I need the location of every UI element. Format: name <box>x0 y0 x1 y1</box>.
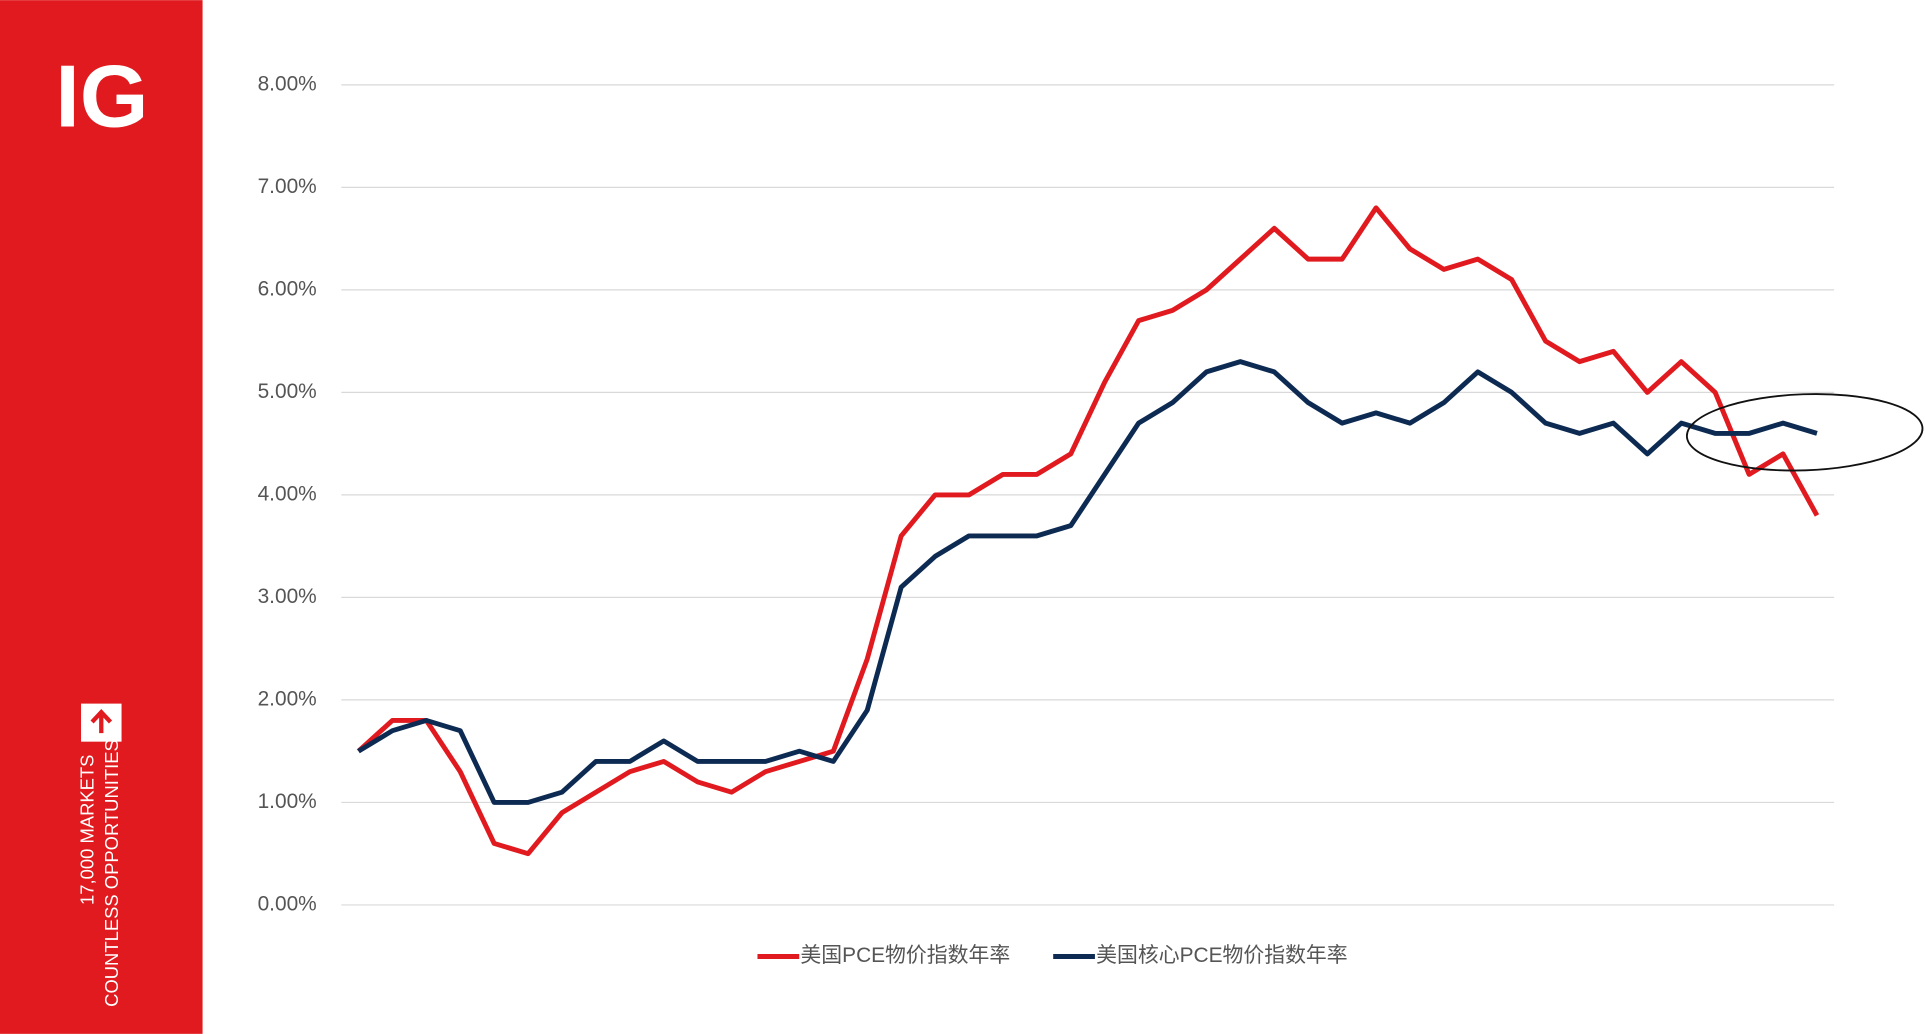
y-tick-label: 4.00% <box>258 482 317 505</box>
logo: IG <box>55 47 148 146</box>
y-tick-label: 6.00% <box>258 277 317 300</box>
legend-label: 美国核心PCE物价指数年率 <box>1096 944 1348 967</box>
plot: 0.00% 1.00% 2.00% 3.00% 4.00% 5.00% 6.00% 7.00%… <box>258 72 1835 967</box>
line-series <box>357 359 1818 805</box>
y-tick-label: 0.00% <box>258 892 317 915</box>
y-tick-label: 7.00% <box>258 175 317 198</box>
arrow <box>90 709 113 734</box>
y-tick-label: 2.00% <box>258 687 317 710</box>
legend-label: 美国PCE物价指数年率 <box>800 944 1010 967</box>
annotation-circle <box>1685 393 1924 472</box>
tagline: COUNTLESS OPPORTUNITIES <box>101 739 122 1007</box>
y-tick-label: 5.00% <box>258 380 317 403</box>
y-tick-label: 8.00% <box>258 72 317 95</box>
y-tick-label: 1.00% <box>258 790 317 813</box>
y-tick-label: 3.00% <box>258 585 317 608</box>
tagline: 17,000 MARKETS <box>76 755 97 905</box>
line-series <box>356 205 1820 857</box>
sidebar <box>0 0 203 1034</box>
